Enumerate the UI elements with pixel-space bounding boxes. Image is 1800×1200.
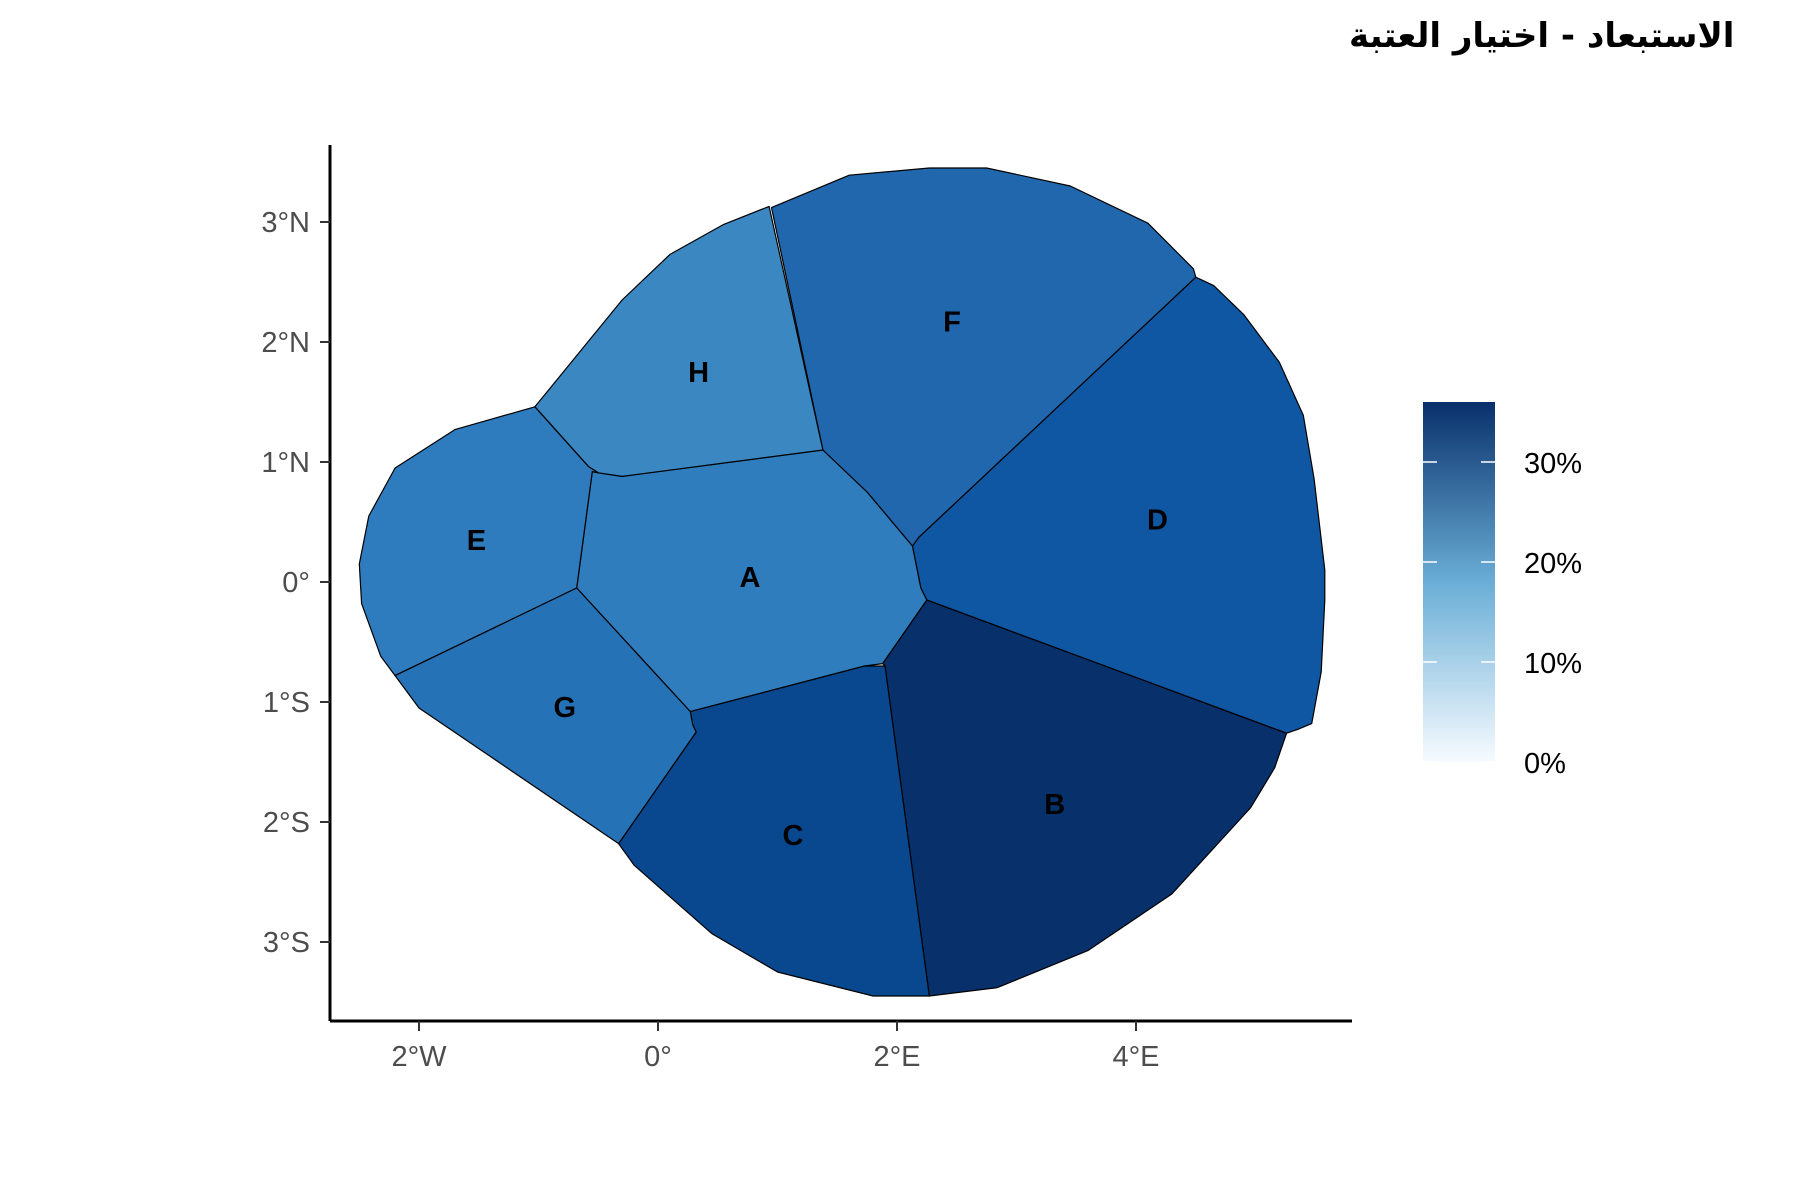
legend-tick-label: 0% bbox=[1524, 748, 1566, 780]
region-label-C: C bbox=[783, 820, 804, 852]
x-tick-label: 2°E bbox=[873, 1041, 920, 1073]
region-label-B: B bbox=[1044, 789, 1065, 821]
x-tick-label: 0° bbox=[644, 1041, 672, 1073]
region-G bbox=[394, 587, 697, 845]
x-tick-label: 2°W bbox=[391, 1041, 447, 1073]
region-label-A: A bbox=[740, 562, 761, 594]
y-tick-label: 2°N bbox=[261, 327, 310, 359]
legend-tick-label: 30% bbox=[1524, 448, 1582, 480]
y-tick-label: 3°N bbox=[261, 207, 310, 239]
region-B bbox=[882, 599, 1288, 997]
y-tick-label: 0° bbox=[282, 567, 310, 599]
region-labels-layer: A B C D F H E G bbox=[467, 307, 1168, 853]
axes: 2°W 0° 2°E 4°E 3°N 2°N 1°N 0° 1°S 2°S 3°S bbox=[261, 145, 1352, 1073]
x-axis-ticks: 2°W 0° 2°E 4°E bbox=[391, 1021, 1160, 1073]
region-F bbox=[770, 167, 1197, 547]
y-tick-label: 1°N bbox=[261, 447, 310, 479]
region-label-D: D bbox=[1147, 505, 1168, 537]
y-axis-ticks: 3°N 2°N 1°N 0° 1°S 2°S 3°S bbox=[261, 207, 330, 959]
legend-tick-label: 10% bbox=[1524, 648, 1582, 680]
region-E bbox=[358, 406, 599, 677]
region-label-F: F bbox=[943, 307, 961, 339]
regions-layer bbox=[358, 167, 1326, 997]
region-label-E: E bbox=[467, 525, 486, 557]
y-tick-label: 2°S bbox=[263, 807, 310, 839]
color-legend: 0% 10% 20% 30% bbox=[1423, 402, 1582, 780]
region-label-H: H bbox=[688, 357, 709, 389]
region-label-G: G bbox=[554, 692, 577, 724]
map-title: الاستبعاد - اختيار العتبة bbox=[1349, 16, 1734, 56]
legend-ticks: 0% 10% 20% 30% bbox=[1423, 448, 1582, 780]
y-tick-label: 1°S bbox=[263, 687, 310, 719]
legend-colorbar bbox=[1423, 402, 1495, 762]
y-tick-label: 3°S bbox=[263, 927, 310, 959]
x-tick-label: 4°E bbox=[1112, 1041, 1159, 1073]
legend-tick-label: 20% bbox=[1524, 548, 1582, 580]
region-D bbox=[911, 276, 1326, 734]
